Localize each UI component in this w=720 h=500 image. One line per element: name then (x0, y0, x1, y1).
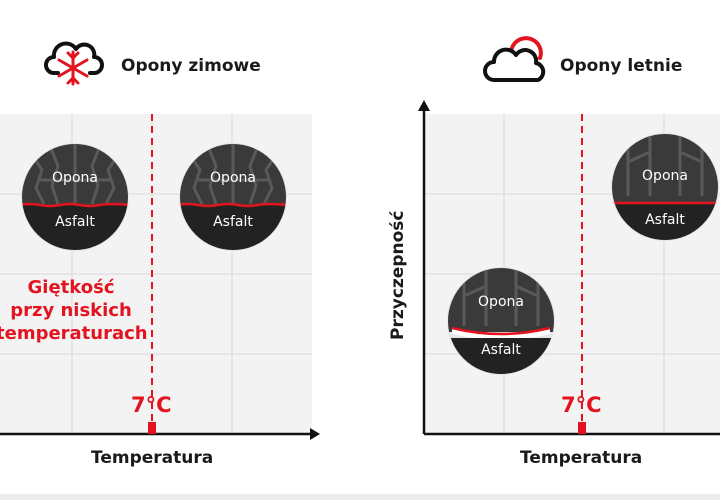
tire-tread-icon (447, 267, 555, 375)
tire-tread-icon (21, 143, 129, 251)
tire-label-bottom: Asfalt (55, 214, 95, 230)
tire-label-bottom: Asfalt (645, 212, 685, 228)
left-temp-marker: 7°C (131, 393, 172, 417)
tire-label-bottom: Asfalt (481, 342, 521, 358)
note-line-3: temperaturach (0, 323, 148, 344)
right-temp-tick (578, 422, 586, 434)
tire-winter-2: Opona Asfalt (178, 142, 288, 252)
right-y-axis-arrow (418, 100, 430, 111)
tire-label-top: Opona (52, 170, 98, 186)
flexibility-note: Giętkość przy niskich temperaturach (0, 276, 148, 345)
tire-label-bottom: Asfalt (213, 214, 253, 230)
tire-label-top: Opona (478, 294, 524, 310)
note-line-2: przy niskich (10, 300, 132, 321)
cloud-snowflake-icon (44, 41, 104, 86)
tire-summer-1: Opona Asfalt (446, 266, 556, 376)
tire-tread-icon (179, 143, 287, 251)
cloud-sun-icon (483, 36, 546, 82)
bottom-strip (0, 494, 720, 500)
tire-label-top: Opona (210, 170, 256, 186)
left-x-axis-arrow (310, 428, 320, 440)
right-y-axis-label: Przyczepność (388, 210, 408, 340)
right-x-axis-label: Temperatura (520, 448, 643, 468)
left-x-axis-label: Temperatura (91, 448, 214, 468)
left-title: Opony zimowe (121, 56, 261, 76)
tire-tread-icon (611, 133, 719, 241)
tire-winter-1: Opona Asfalt (20, 142, 130, 252)
tire-summer-2: Opona Asfalt (610, 132, 720, 242)
note-line-1: Giętkość (27, 277, 115, 298)
right-temp-marker: 7°C (561, 393, 602, 417)
left-temp-tick (148, 422, 156, 434)
tire-label-top: Opona (642, 168, 688, 184)
right-title: Opony letnie (560, 56, 683, 76)
